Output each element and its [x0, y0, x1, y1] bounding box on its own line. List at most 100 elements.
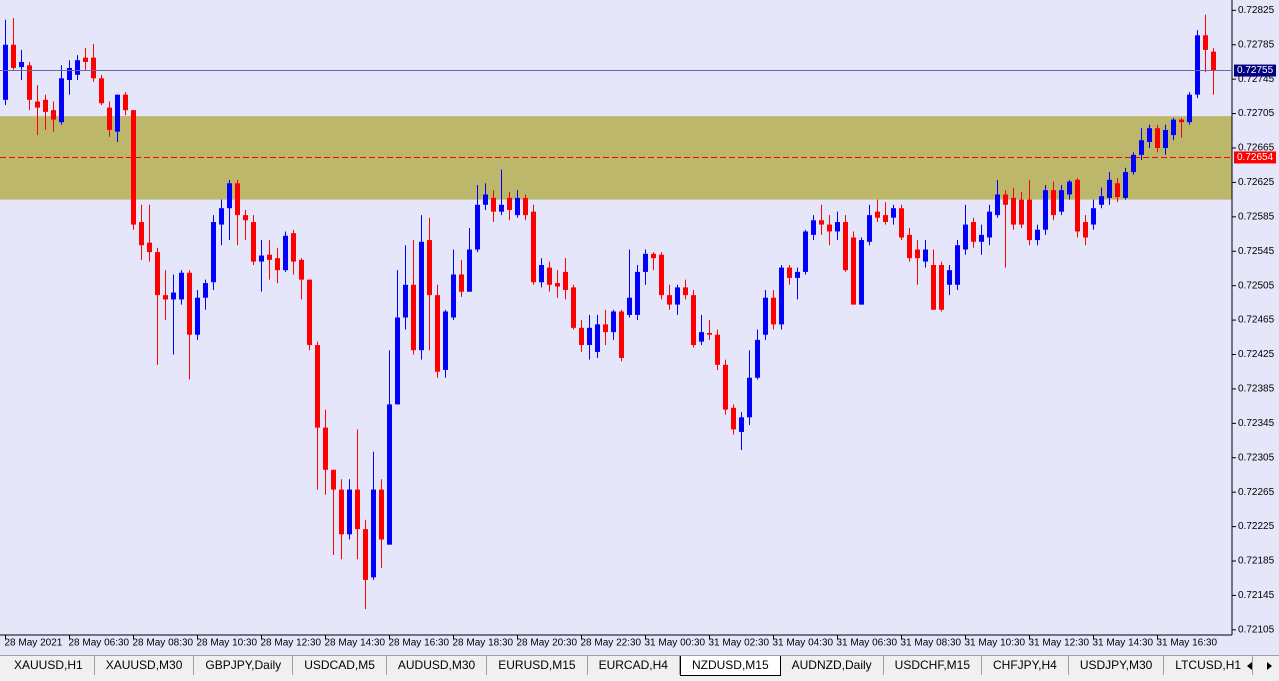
candle-body	[147, 242, 152, 253]
candle-body	[1187, 94, 1192, 123]
candle-body	[419, 241, 424, 351]
candle-body	[835, 221, 840, 232]
candle-body	[971, 221, 976, 242]
candle-body	[107, 107, 112, 130]
x-tick-label: 31 May 14:30	[1093, 638, 1154, 649]
candle-body	[1011, 197, 1016, 225]
y-tick-label: 0.72665	[1238, 143, 1275, 154]
candle-body	[403, 284, 408, 318]
candle-body	[803, 231, 808, 272]
candle-body	[963, 224, 968, 250]
tab[interactable]: USDCHF,M15	[884, 656, 983, 675]
candle-body	[779, 267, 784, 325]
y-tick-label: 0.72265	[1238, 487, 1275, 498]
candle-body	[1123, 172, 1128, 198]
candle-body	[187, 272, 192, 335]
tab[interactable]: EURUSD,M15	[487, 656, 588, 675]
candle-body	[59, 78, 64, 123]
bid-label: 0.72755	[1237, 65, 1274, 76]
candle-body	[1091, 208, 1096, 225]
candle-body	[819, 220, 824, 225]
candle-body	[923, 249, 928, 262]
tab[interactable]: GBPJPY,Daily	[194, 656, 294, 675]
candle-body	[91, 57, 96, 79]
level-label-box	[1234, 151, 1276, 164]
candle-body	[43, 99, 48, 112]
candle-body	[347, 489, 352, 535]
candle-body	[1195, 35, 1200, 95]
candle-body	[1139, 140, 1144, 155]
candle-body	[1067, 181, 1072, 195]
candle-body	[499, 204, 504, 212]
y-tick-label: 0.72585	[1238, 211, 1275, 222]
candle-body	[99, 78, 104, 104]
candle-body	[467, 249, 472, 292]
candle-body	[587, 327, 592, 346]
candle-body	[163, 295, 168, 300]
tab-bar: XAUUSD,H1 XAUUSD,M30 GBPJPY,Daily USDCAD,M5…	[0, 655, 1279, 681]
bid-label-box	[1234, 64, 1276, 77]
chart: 0.728250.727850.727450.727050.726650.726…	[0, 0, 1276, 649]
y-tick-label: 0.72425	[1238, 349, 1275, 360]
candle-body	[491, 197, 496, 212]
tab[interactable]: USDJPY,M30	[1069, 656, 1165, 675]
x-tick-label: 31 May 08:30	[901, 638, 962, 649]
candle-body	[619, 311, 624, 358]
tab[interactable]: CHFJPY,H4	[982, 656, 1069, 675]
candle-body	[451, 274, 456, 318]
tab[interactable]: AUDNZD,Daily	[781, 656, 884, 675]
tab[interactable]: LTCUSD,H1	[1164, 656, 1254, 675]
candle-body	[1059, 190, 1064, 212]
candle-body	[203, 283, 208, 298]
x-tick-label: 28 May 14:30	[325, 638, 386, 649]
candle-body	[691, 295, 696, 346]
candle-body	[251, 221, 256, 262]
candle-body	[643, 253, 648, 272]
tab[interactable]: XAUUSD,H1	[3, 656, 95, 675]
scroll-right[interactable]	[1267, 662, 1272, 670]
candle-body	[1043, 190, 1048, 230]
candle-body	[3, 44, 8, 100]
candle-body	[411, 284, 416, 351]
candle-body	[51, 110, 56, 120]
tab[interactable]: XAUUSD,M30	[95, 656, 195, 675]
candle-body	[115, 94, 120, 132]
y-tick-label: 0.72705	[1238, 108, 1275, 119]
candle-body	[1115, 183, 1120, 198]
candle-body	[179, 272, 184, 300]
candle-body	[539, 265, 544, 283]
x-tick-label: 28 May 16:30	[389, 638, 450, 649]
candle-body	[291, 233, 296, 262]
tab[interactable]: AUDUSD,M30	[387, 656, 488, 675]
candle-body	[875, 211, 880, 218]
candle-body	[371, 489, 376, 578]
candle-body	[883, 215, 888, 222]
candle-body	[1163, 129, 1168, 148]
candle-body	[747, 377, 752, 418]
candle-body	[1147, 128, 1152, 142]
tab[interactable]: EURCAD,H4	[588, 656, 680, 675]
candle-body	[19, 61, 24, 68]
candle-body	[171, 292, 176, 300]
candle-body	[75, 60, 80, 75]
candle-body	[459, 274, 464, 292]
x-tick-label: 28 May 18:30	[453, 638, 514, 649]
candle-body	[235, 183, 240, 216]
x-tick-label: 31 May 00:30	[645, 638, 706, 649]
candle-body	[27, 65, 32, 100]
x-tick-label: 31 May 02:30	[709, 638, 770, 649]
candle-body	[651, 253, 656, 259]
y-tick-label: 0.72825	[1238, 5, 1275, 16]
candle-body	[1179, 119, 1184, 123]
scroll-left[interactable]	[1247, 662, 1252, 670]
candle-body	[611, 311, 616, 333]
candle-body	[435, 295, 440, 372]
candle-body	[707, 332, 712, 335]
tab[interactable]: USDCAD,M5	[293, 656, 387, 675]
y-tick-label: 0.72545	[1238, 246, 1275, 257]
tab[interactable]: NZDUSD,M15	[679, 656, 781, 676]
candle-body	[995, 194, 1000, 216]
candle-body	[571, 287, 576, 328]
candle-body	[515, 197, 520, 216]
